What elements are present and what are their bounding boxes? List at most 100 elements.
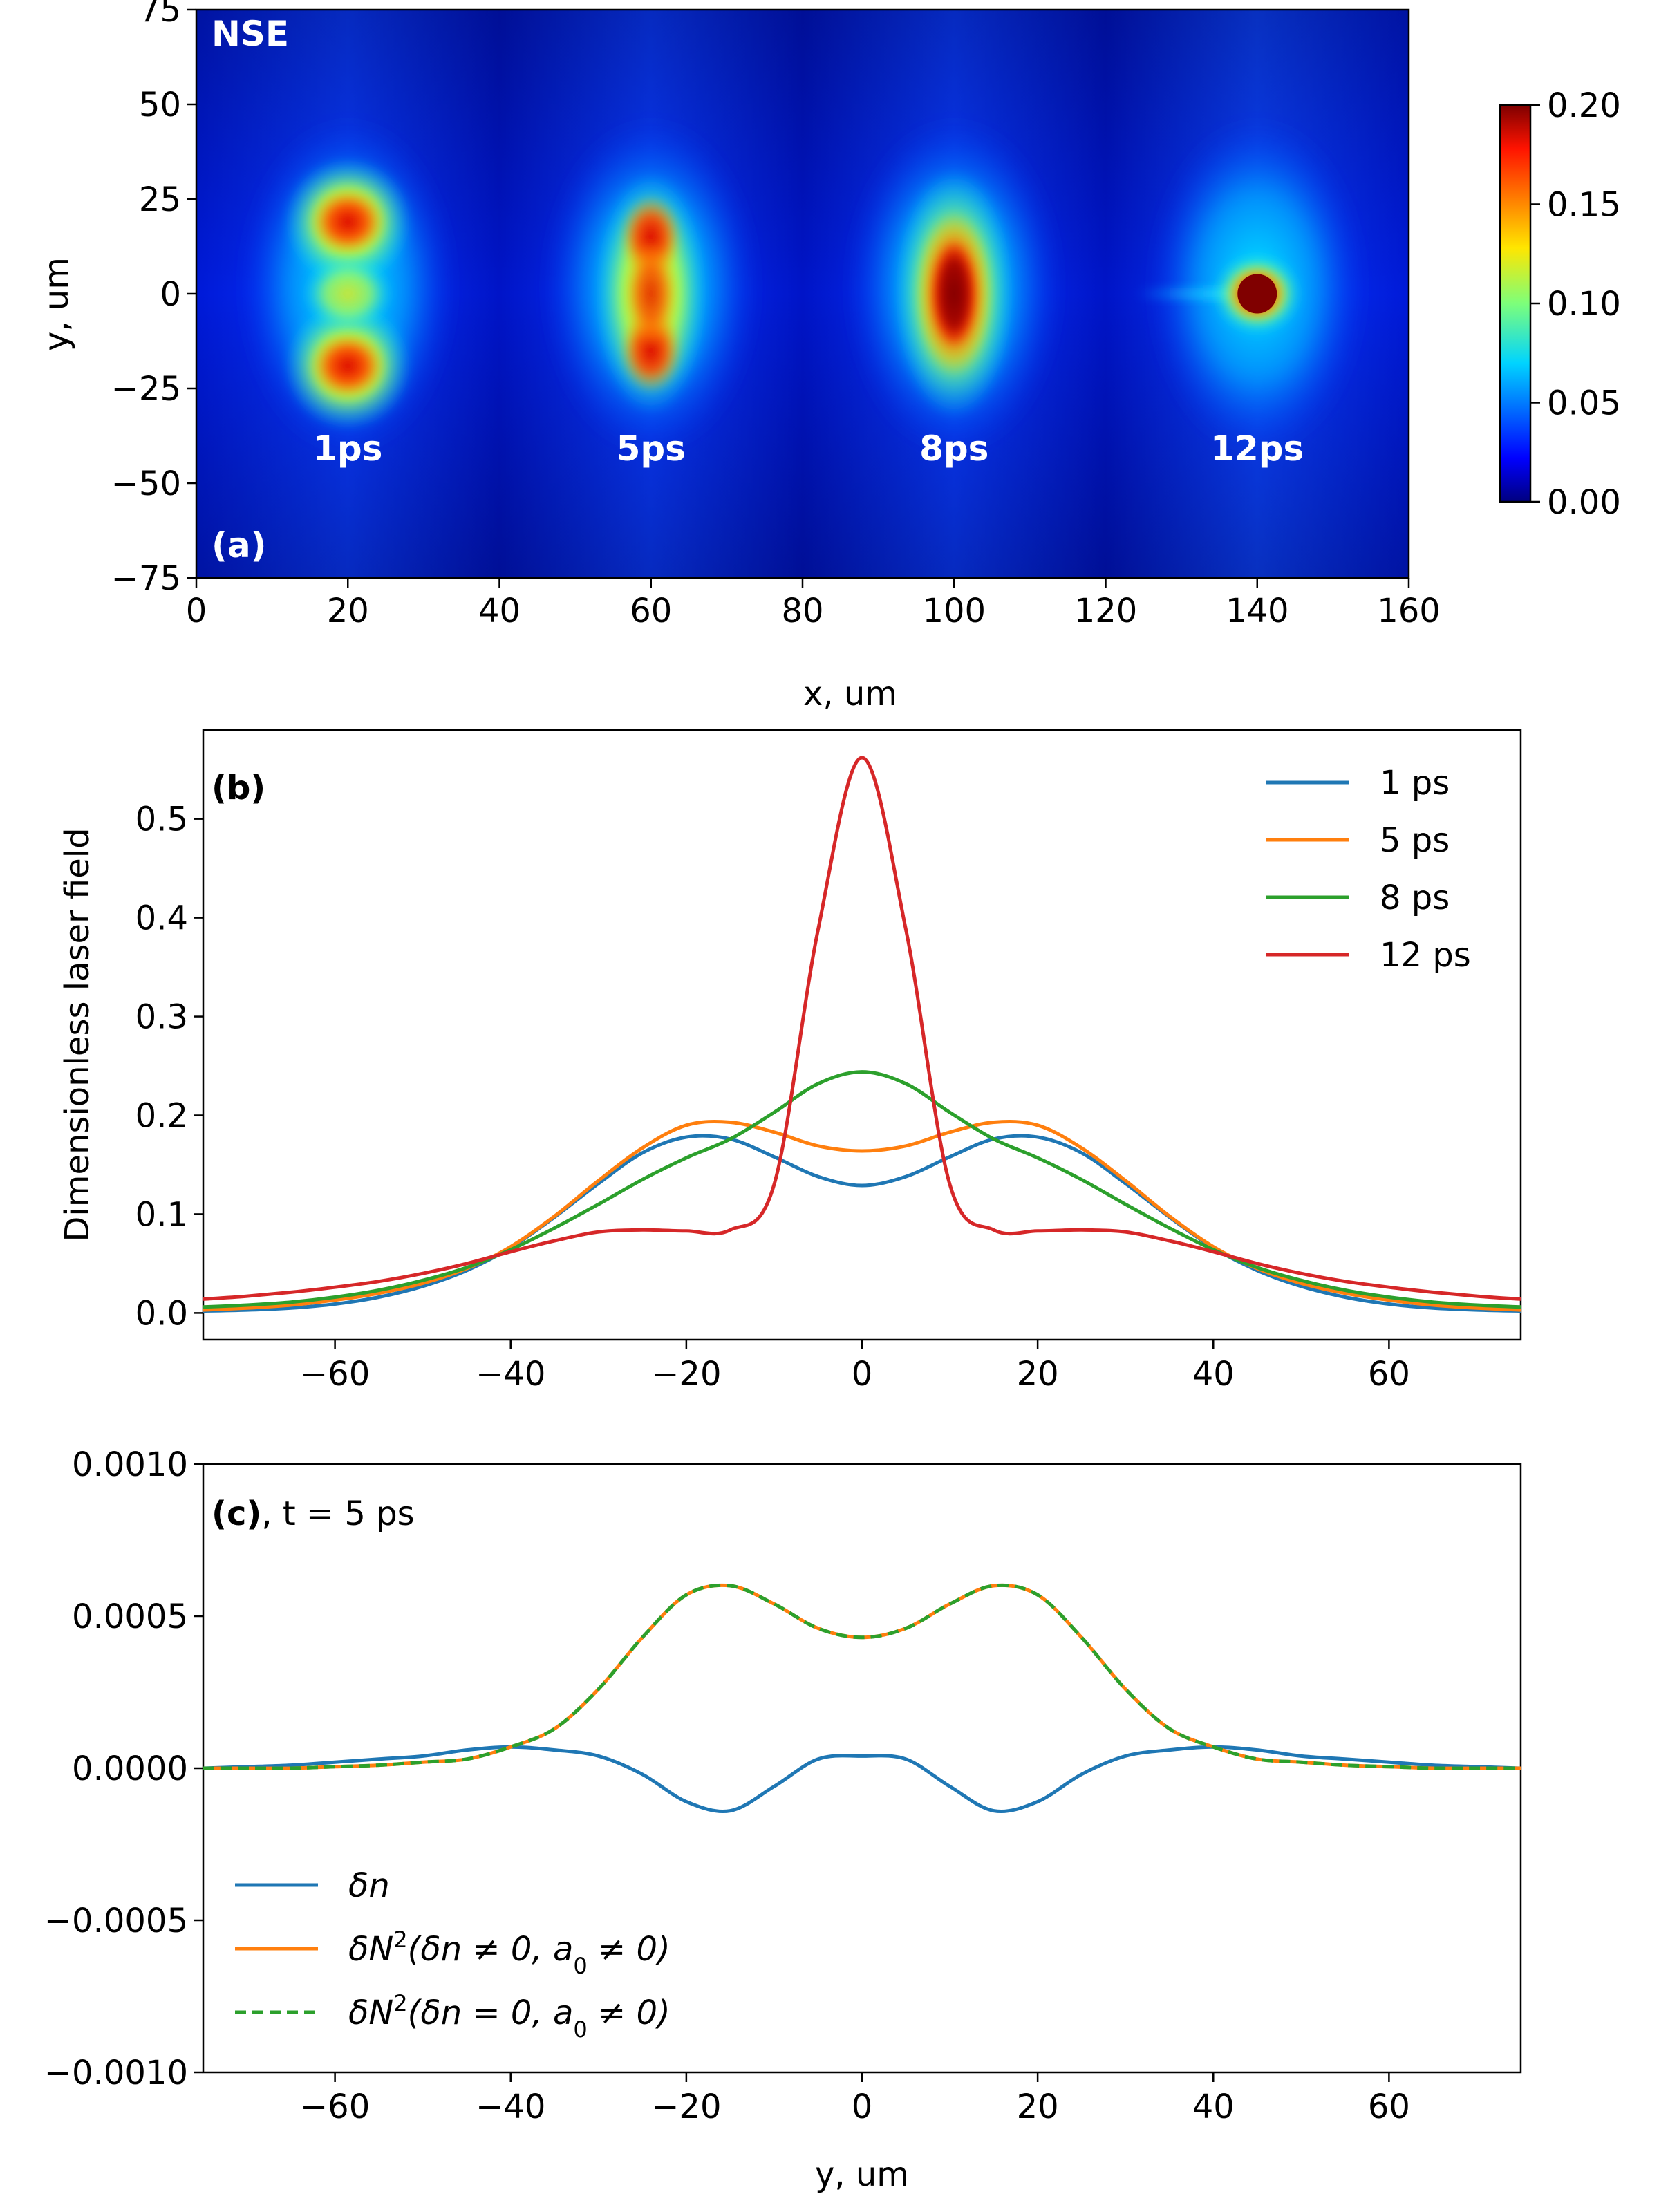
pulse-lobe-hot: [310, 187, 386, 256]
x-tick-label: 80: [781, 592, 823, 630]
x-tick-label: 0: [852, 1355, 873, 1394]
panel-b-axes: −60 −40 −20 0 20 40 60 0.0 0.1 0.2 0.3 0.4 0.5: [135, 800, 1410, 1394]
pulse-core-max: [932, 241, 975, 347]
x-tick-label: 140: [1226, 592, 1289, 630]
x-tick-label: −20: [651, 1355, 721, 1394]
panel-a-label: (a): [212, 525, 266, 565]
y-tick-label: −0.0010: [44, 2054, 188, 2092]
panel-a-xlabel: x, um: [803, 675, 897, 713]
x-tick-label: −20: [651, 2088, 721, 2126]
legend-label-part: 0: [573, 2016, 587, 2043]
panel-b-line-chart: −60 −40 −20 0 20 40 60 0.0 0.1 0.2 0.3 0.4 0.5 (b) D…: [58, 729, 1522, 1394]
y-tick-label: 0.4: [135, 899, 188, 938]
legend-label-part: (δn = 0, a: [408, 1994, 574, 2032]
heatmap-pulses: [241, 119, 1364, 453]
y-tick-label: 0.0: [135, 1294, 188, 1333]
panel-c-series: [203, 1583, 1521, 1813]
series-line-5-ps: [203, 1119, 1521, 1312]
pulse-label: 8ps: [919, 429, 988, 469]
series-line-1-ps: [203, 1134, 1521, 1313]
pulse-5ps: [545, 119, 758, 453]
colorbar: [1500, 105, 1530, 502]
colorbar-tick-label: 0.20: [1547, 86, 1621, 125]
legend-label-part: ≠ 0): [588, 1930, 671, 1969]
panel-c-axes: −60 −40 −20 0 20 40 60−0.0010−0.00050.00000.00…: [44, 1445, 1410, 2126]
pulse-center-hot: [624, 241, 678, 347]
x-tick-label: 60: [630, 592, 672, 630]
y-tick-label: 0.2: [135, 1097, 188, 1136]
pulse-8ps: [847, 119, 1060, 453]
y-tick-label: 0: [160, 275, 181, 314]
x-tick-label: 40: [1192, 1355, 1235, 1394]
y-tick-label: 0.1: [135, 1195, 188, 1234]
y-tick-label: 0.3: [135, 998, 188, 1037]
legend-label-part: 2: [393, 1990, 407, 2016]
y-tick-label: 75: [139, 0, 181, 30]
x-tick-label: 40: [1192, 2088, 1235, 2126]
pulse-waist: [302, 256, 394, 332]
legend-label: δN2(δn = 0, a0 ≠ 0): [348, 1990, 671, 2043]
panel-a-heatmap: NSE (a) 1ps 5ps 8ps 12ps 0 20 40 60 80 100 120 140…: [37, 0, 1621, 713]
panel-c-line-chart: −60 −40 −20 0 20 40 60−0.0010−0.00050.00000.00…: [44, 1445, 1522, 2194]
y-tick-label: −0.0005: [44, 1902, 188, 1940]
legend-label: 12 ps: [1380, 936, 1471, 975]
y-tick-label: −50: [111, 465, 181, 503]
panel-b-series: [203, 756, 1521, 1313]
x-tick-label: −60: [300, 1355, 370, 1394]
legend-label-part: 0: [573, 1953, 587, 1979]
legend-label: 8 ps: [1380, 879, 1450, 917]
y-tick-label: −25: [111, 370, 181, 409]
panel-c-xlabel: y, um: [815, 2155, 909, 2194]
x-tick-label: 100: [922, 592, 986, 630]
colorbar-ticks: 0.00 0.05 0.10 0.15 0.20: [1530, 86, 1621, 522]
x-tick-label: 20: [1017, 1355, 1059, 1394]
x-tick-label: 60: [1368, 1355, 1410, 1394]
y-tick-label: 0.0010: [72, 1445, 188, 1484]
x-tick-label: 160: [1377, 592, 1441, 630]
legend-label: 1 ps: [1380, 764, 1450, 803]
pulse-label: 5ps: [617, 429, 686, 469]
pulse-core-max: [1237, 274, 1277, 314]
panel-a-ylabel: y, um: [37, 257, 76, 351]
series-line-δN²(δn-=-0,-a₀-≠-0): [203, 1583, 1521, 1770]
legend-label-part: 2: [393, 1927, 407, 1953]
y-tick-label: 0.0005: [72, 1597, 188, 1636]
x-tick-label: 20: [1017, 2088, 1059, 2126]
legend-label-part: δN: [348, 1930, 393, 1969]
pulse-lobe-hot: [310, 331, 386, 400]
x-tick-label: 120: [1074, 592, 1138, 630]
x-tick-label: 40: [478, 592, 521, 630]
panel-c-frame: [202, 1463, 1522, 2074]
x-tick-label: 0: [186, 592, 207, 630]
y-tick-label: 0.0000: [72, 1750, 188, 1788]
pulse-tail: [1136, 288, 1235, 300]
pulse-1ps: [241, 119, 454, 453]
panel-b-label: (b): [212, 769, 265, 807]
legend-label: δN2(δn ≠ 0, a0 ≠ 0): [348, 1927, 671, 1979]
series-line-8-ps: [203, 1070, 1521, 1309]
y-tick-label: 0.5: [135, 800, 188, 839]
x-tick-label: −40: [476, 2088, 545, 2126]
panel-b-ylabel: Dimensionless laser field: [58, 827, 97, 1241]
colorbar-tick-label: 0.15: [1547, 186, 1621, 225]
panel-c-label: (c): [212, 1494, 261, 1533]
x-tick-label: 60: [1368, 2088, 1410, 2126]
pulse-label: 12ps: [1210, 429, 1304, 469]
corner-label-nse: NSE: [212, 14, 289, 54]
x-tick-label: 0: [852, 2088, 873, 2126]
panel-c-time: , t = 5 ps: [261, 1494, 414, 1533]
panel-b-legend: 1 ps 5 ps 8 ps 12 ps: [1266, 764, 1471, 975]
legend-label-part: (δn ≠ 0, a: [408, 1930, 574, 1969]
panel-a-axes: 0 20 40 60 80 100 120 140 160 −75 −50 −25 0 25 50 75: [111, 0, 1441, 630]
y-tick-label: 50: [139, 86, 181, 124]
legend-label-part: ≠ 0): [588, 1994, 671, 2032]
legend-label: δn: [348, 1866, 390, 1905]
pulse-label: 1ps: [313, 429, 382, 469]
colorbar-tick-label: 0.00: [1547, 483, 1621, 522]
legend-label-part: δN: [348, 1994, 393, 2032]
colorbar-tick-label: 0.10: [1547, 285, 1621, 324]
legend-label-part: δn: [348, 1866, 390, 1905]
series-line-12-ps: [203, 756, 1521, 1301]
